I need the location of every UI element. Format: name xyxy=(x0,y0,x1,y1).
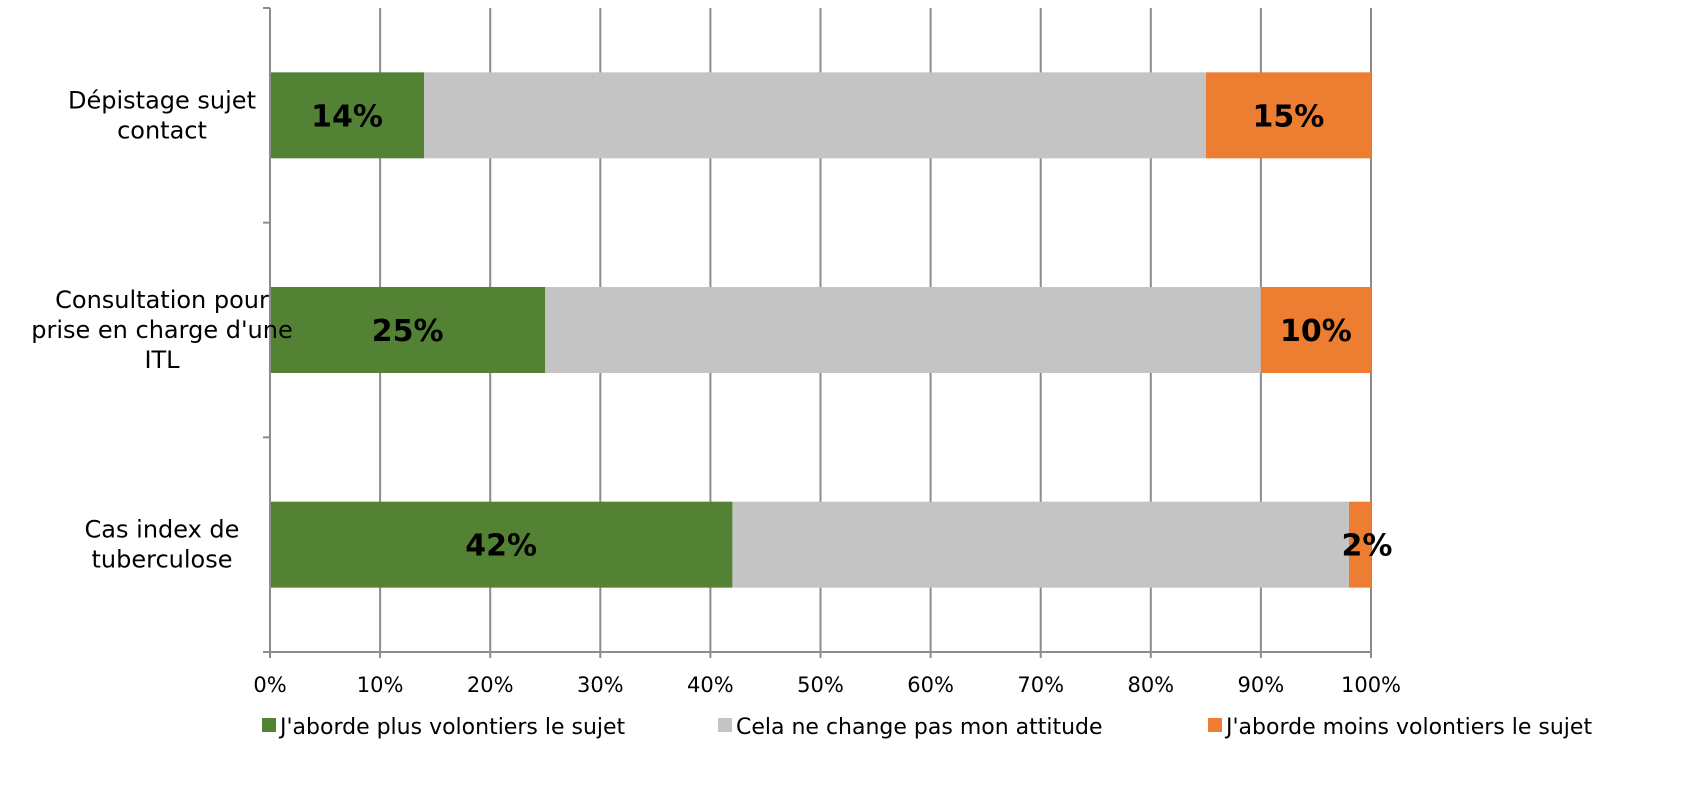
category-label: ITL xyxy=(144,346,180,374)
data-label: 10% xyxy=(1280,314,1352,349)
category-label: prise en charge d'une xyxy=(31,316,292,344)
x-tick-label: 50% xyxy=(797,673,844,697)
bar-segment xyxy=(545,287,1261,373)
category-label: Dépistage sujet xyxy=(68,86,256,114)
data-label: 25% xyxy=(372,314,444,349)
bar-segment xyxy=(424,72,1206,159)
x-tick-label: 60% xyxy=(907,673,954,697)
x-tick-label: 40% xyxy=(687,673,734,697)
axes xyxy=(263,7,1372,658)
x-tick-label: 90% xyxy=(1238,673,1285,697)
x-tick-label: 10% xyxy=(357,673,404,697)
data-label: 15% xyxy=(1253,99,1325,134)
x-tick-label: 0% xyxy=(253,673,286,697)
data-label: 42% xyxy=(465,529,537,564)
legend-label: J'aborde moins volontiers le sujet xyxy=(1224,715,1592,740)
bars xyxy=(270,72,1371,588)
data-label: 2% xyxy=(1342,529,1393,564)
bar-segment xyxy=(1205,72,1371,159)
legend-swatch xyxy=(718,718,732,732)
category-label: Consultation pour xyxy=(55,286,269,314)
x-tick-label: 70% xyxy=(1017,673,1064,697)
x-tick-label: 30% xyxy=(577,673,624,697)
x-tick-labels: 0% 10% 20% 30% 40% 50% 60% 70% 80% 90% 100% xyxy=(253,673,1401,697)
bar-segment xyxy=(1348,501,1371,588)
category-label: Cas index de xyxy=(85,516,240,544)
legend: J'aborde plus volontiers le sujet Cela ne… xyxy=(262,715,1592,740)
category-label: contact xyxy=(117,116,207,144)
bar-segment xyxy=(732,501,1349,588)
bar-segment xyxy=(270,287,546,373)
category-label: tuberculose xyxy=(92,546,233,574)
data-label: 14% xyxy=(311,99,383,134)
bar-segment xyxy=(1260,287,1371,373)
legend-label: Cela ne change pas mon attitude xyxy=(736,715,1103,740)
legend-swatch xyxy=(262,718,276,732)
legend-swatch xyxy=(1208,718,1222,732)
data-labels: 14% 15% 25% 10% 42% 2% xyxy=(311,99,1392,563)
x-tick-label: 20% xyxy=(467,673,514,697)
x-tick-label: 80% xyxy=(1127,673,1174,697)
bar-segment xyxy=(270,501,733,588)
legend-label: J'aborde plus volontiers le sujet xyxy=(278,715,626,740)
bar-segment xyxy=(270,72,425,159)
x-tick-label: 100% xyxy=(1341,673,1401,697)
